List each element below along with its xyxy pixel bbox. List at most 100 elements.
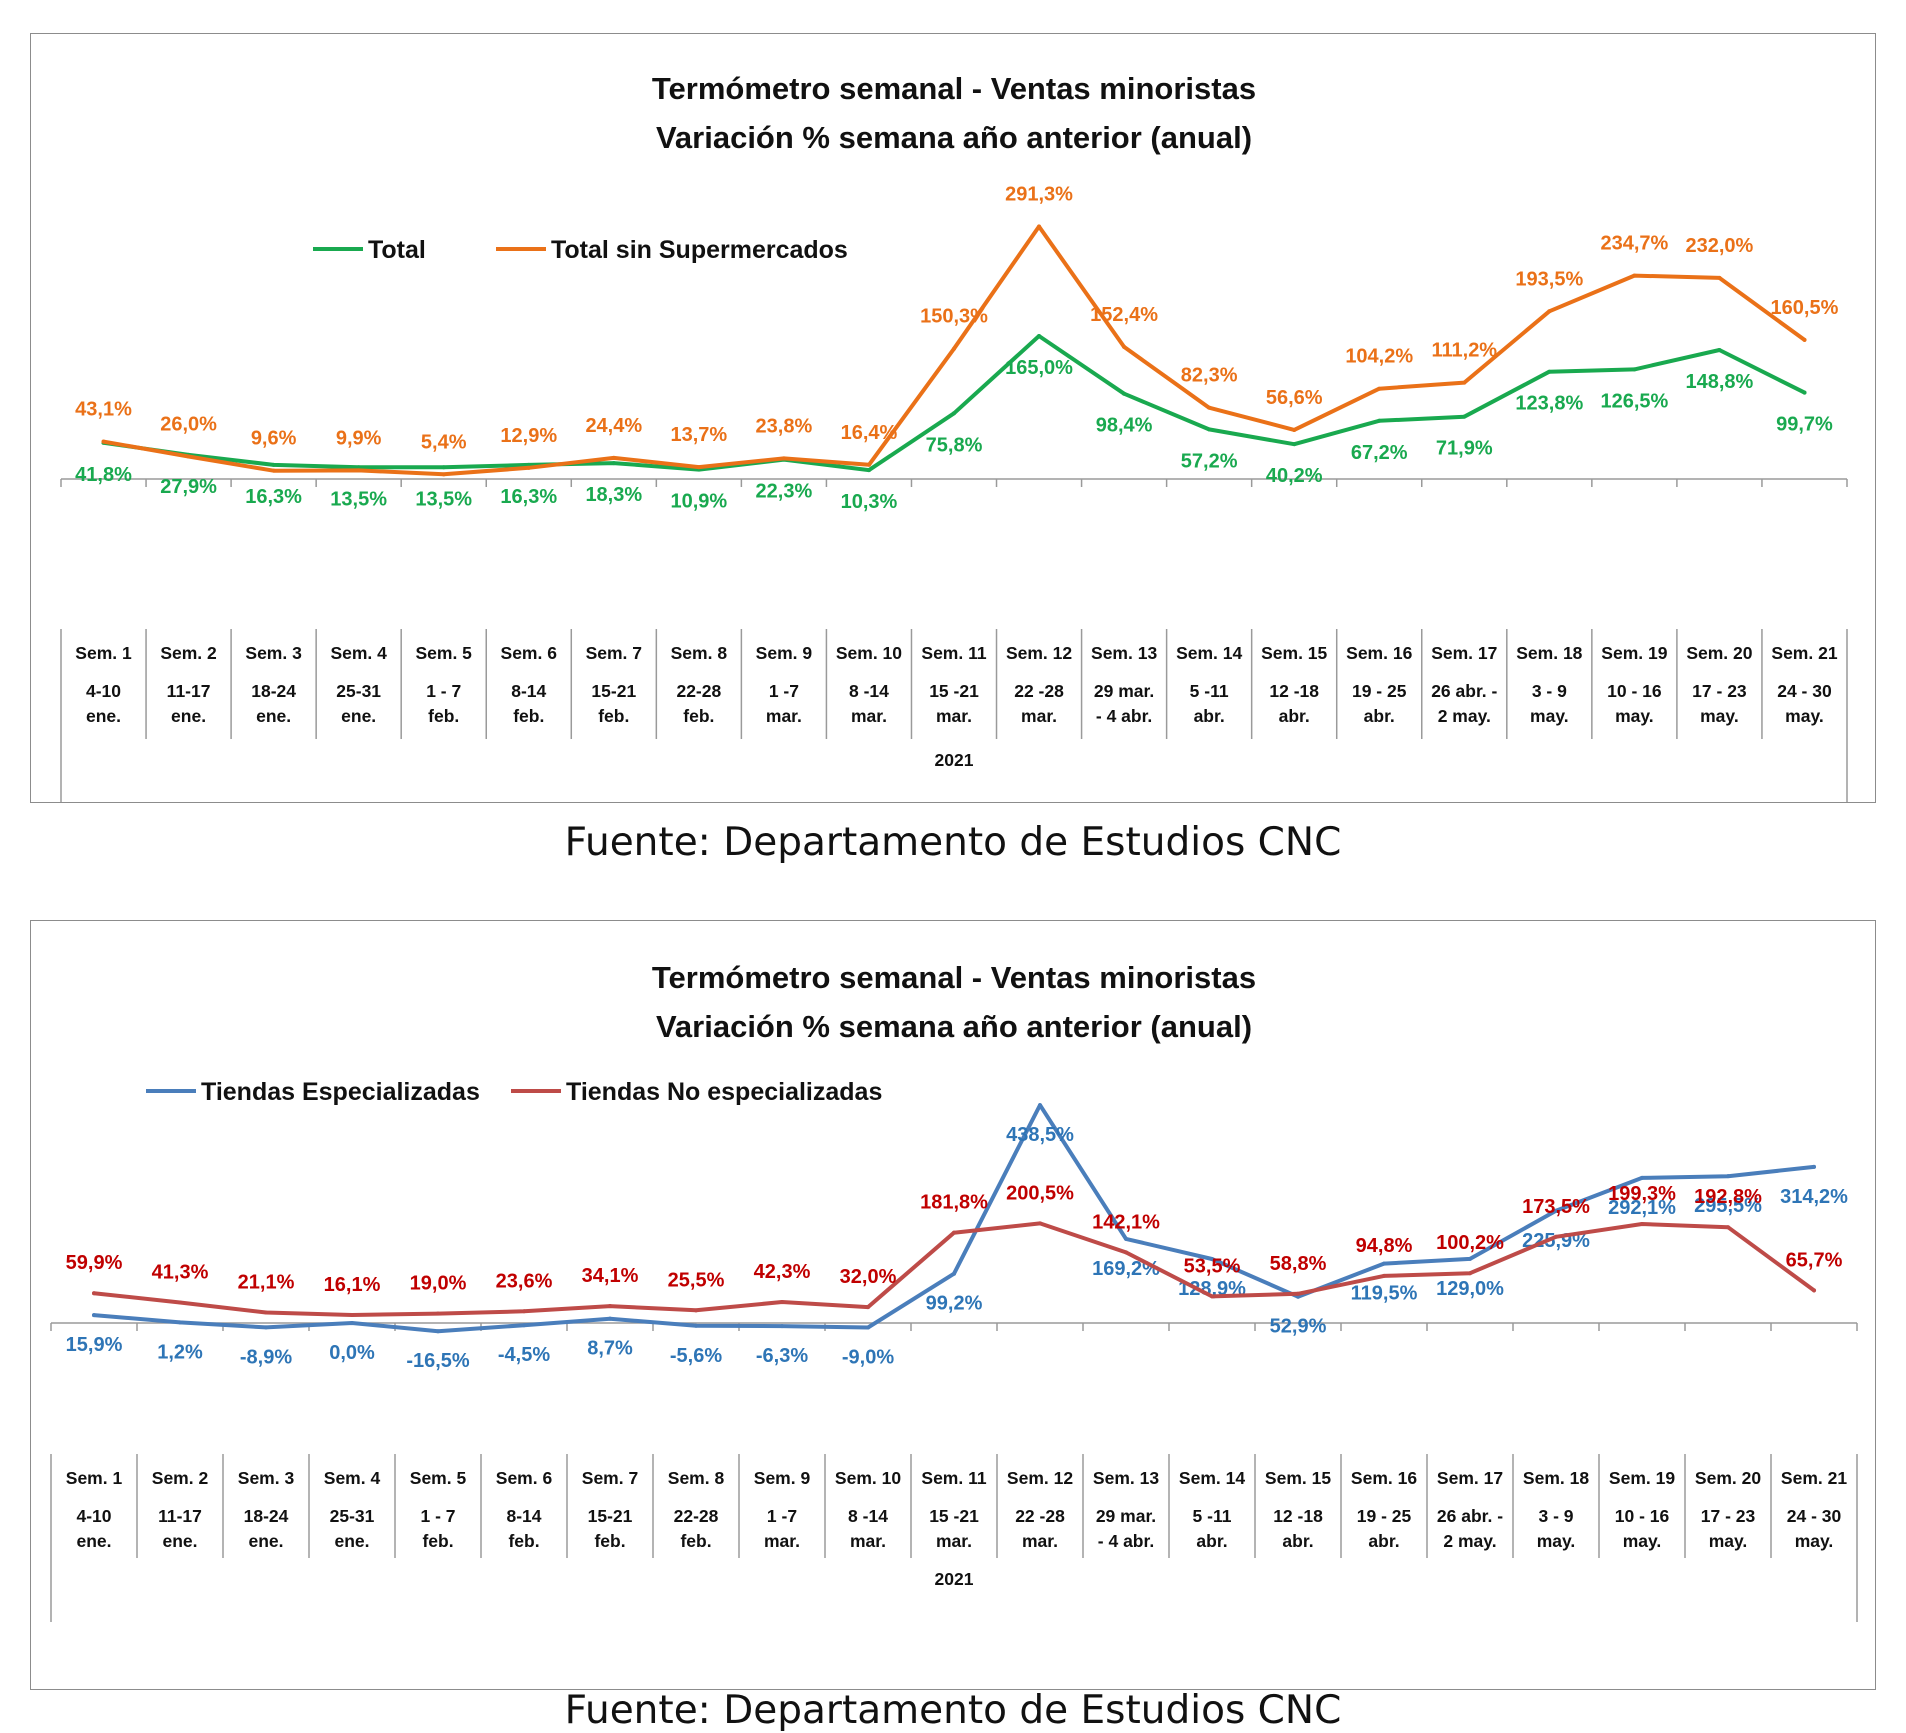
x-tick-label-dates: 1 -7: [767, 1506, 797, 1526]
data-point: [178, 1320, 182, 1325]
data-point: [441, 465, 446, 470]
x-tick-label-dates: 29 mar.: [1094, 681, 1154, 701]
x-tick-label-dates: 12 -18: [1269, 681, 1319, 701]
chart-1-frame: Termómetro semanal - Ventas minoristas Va…: [30, 33, 1876, 803]
x-tick-label-dates: 17 - 23: [1701, 1506, 1756, 1526]
x-tick-label-week: Sem. 5: [410, 1468, 467, 1488]
x-tick-label-dates: 26 abr. -: [1431, 681, 1497, 701]
x-tick-label-dates: ene.: [256, 706, 291, 726]
data-label: 129,0%: [1436, 1278, 1504, 1300]
data-point: [780, 1299, 784, 1304]
data-label: 200,5%: [1006, 1182, 1074, 1204]
data-label: -5,6%: [670, 1345, 722, 1367]
data-label: 19,0%: [410, 1273, 467, 1295]
data-point: [264, 1325, 268, 1330]
data-point: [350, 1321, 354, 1325]
data-point: [1377, 418, 1382, 423]
data-label: 56,6%: [1266, 387, 1323, 409]
data-label: 100,2%: [1436, 1232, 1504, 1254]
data-point: [1210, 1294, 1214, 1299]
x-axis-year-label: 2021: [935, 750, 974, 770]
data-point: [866, 1325, 870, 1330]
data-label: -9,0%: [842, 1346, 894, 1368]
data-label: 65,7%: [1786, 1249, 1843, 1271]
x-tick-label-week: Sem. 6: [496, 1468, 553, 1488]
data-label: 314,2%: [1780, 1186, 1848, 1208]
data-label: 16,1%: [324, 1274, 381, 1296]
x-tick-label-dates: 24 - 30: [1777, 681, 1832, 701]
data-label: 104,2%: [1345, 346, 1413, 368]
x-tick-label-dates: abr.: [1196, 1531, 1227, 1551]
chart-subtitle: Variación % semana año anterior (anual): [656, 1009, 1252, 1044]
data-point: [696, 465, 701, 470]
data-label: 53,5%: [1184, 1255, 1241, 1277]
data-label: 58,8%: [1270, 1253, 1327, 1275]
x-tick-label-dates: 18-24: [244, 1506, 289, 1526]
data-label: 5,4%: [421, 431, 467, 453]
data-label: 12,9%: [500, 425, 557, 447]
x-tick-label-dates: 24 - 30: [1787, 1506, 1842, 1526]
data-point: [1207, 405, 1212, 410]
data-label: 111,2%: [1431, 340, 1497, 362]
x-tick-label-week: Sem. 13: [1093, 1468, 1159, 1488]
data-point: [1296, 1291, 1300, 1296]
x-tick-label-dates: 15 -21: [929, 681, 979, 701]
x-tick-label-dates: may.: [1795, 1531, 1834, 1551]
x-tick-label-week: Sem. 7: [582, 1468, 638, 1488]
x-tick-label-week: Sem. 1: [66, 1468, 123, 1488]
data-label: 82,3%: [1181, 365, 1238, 387]
data-point: [436, 1311, 440, 1316]
data-point: [952, 1230, 956, 1235]
data-label: 13,5%: [415, 488, 472, 510]
x-tick-label-dates: mar.: [1021, 706, 1057, 726]
x-tick-label-dates: feb.: [683, 706, 714, 726]
x-tick-label-week: Sem. 20: [1686, 643, 1752, 663]
data-point: [1468, 1256, 1472, 1261]
data-point: [611, 461, 616, 466]
x-tick-label-dates: - 4 abr.: [1096, 706, 1152, 726]
x-tick-label-dates: 11-17: [158, 1506, 202, 1526]
data-label: 152,4%: [1090, 304, 1158, 326]
x-tick-label-dates: may.: [1785, 706, 1824, 726]
data-label: 23,6%: [496, 1270, 553, 1292]
data-point: [1292, 427, 1297, 432]
data-point: [1547, 309, 1552, 314]
data-label: 52,9%: [1270, 1316, 1327, 1338]
data-label: 295,5%: [1694, 1195, 1762, 1217]
data-point: [101, 439, 106, 444]
x-tick-label-dates: 4-10: [86, 681, 121, 701]
data-label: 42,3%: [754, 1261, 811, 1283]
x-tick-label-week: Sem. 11: [921, 643, 986, 663]
x-tick-label-week: Sem. 18: [1523, 1468, 1589, 1488]
x-tick-label-dates: 22 -28: [1014, 681, 1064, 701]
x-tick-label-dates: abr.: [1194, 706, 1225, 726]
data-label: 169,2%: [1092, 1258, 1160, 1280]
x-tick-label-week: Sem. 21: [1771, 643, 1837, 663]
x-tick-label-dates: feb.: [508, 1531, 539, 1551]
legend-entry: Tiendas Especializadas: [201, 1078, 480, 1106]
data-point: [436, 1329, 440, 1334]
x-tick-label-dates: 26 abr. -: [1437, 1506, 1503, 1526]
data-point: [1037, 224, 1042, 229]
x-tick-label-dates: ene.: [86, 706, 121, 726]
data-point: [1468, 1271, 1472, 1276]
x-tick-label-dates: may.: [1700, 706, 1739, 726]
x-tick-label-week: Sem. 12: [1007, 1468, 1073, 1488]
data-label: 16,4%: [841, 422, 898, 444]
data-point: [1547, 369, 1552, 374]
data-point: [1802, 337, 1807, 342]
data-point: [781, 456, 786, 461]
data-label: 16,3%: [245, 486, 302, 508]
x-tick-label-dates: 1 -7: [769, 681, 799, 701]
x-tick-label-dates: 25-31: [330, 1506, 375, 1526]
data-label: 8,7%: [587, 1338, 633, 1360]
data-point: [1717, 275, 1722, 280]
x-tick-label-dates: 1 - 7: [420, 1506, 455, 1526]
x-tick-label-dates: feb.: [428, 706, 459, 726]
data-point: [1632, 367, 1637, 372]
data-label: 291,3%: [1005, 184, 1073, 206]
data-label: 119,5%: [1351, 1283, 1418, 1305]
x-tick-label-dates: ene.: [162, 1531, 197, 1551]
x-tick-label-dates: 12 -18: [1273, 1506, 1323, 1526]
x-tick-label-dates: mar.: [1022, 1531, 1058, 1551]
